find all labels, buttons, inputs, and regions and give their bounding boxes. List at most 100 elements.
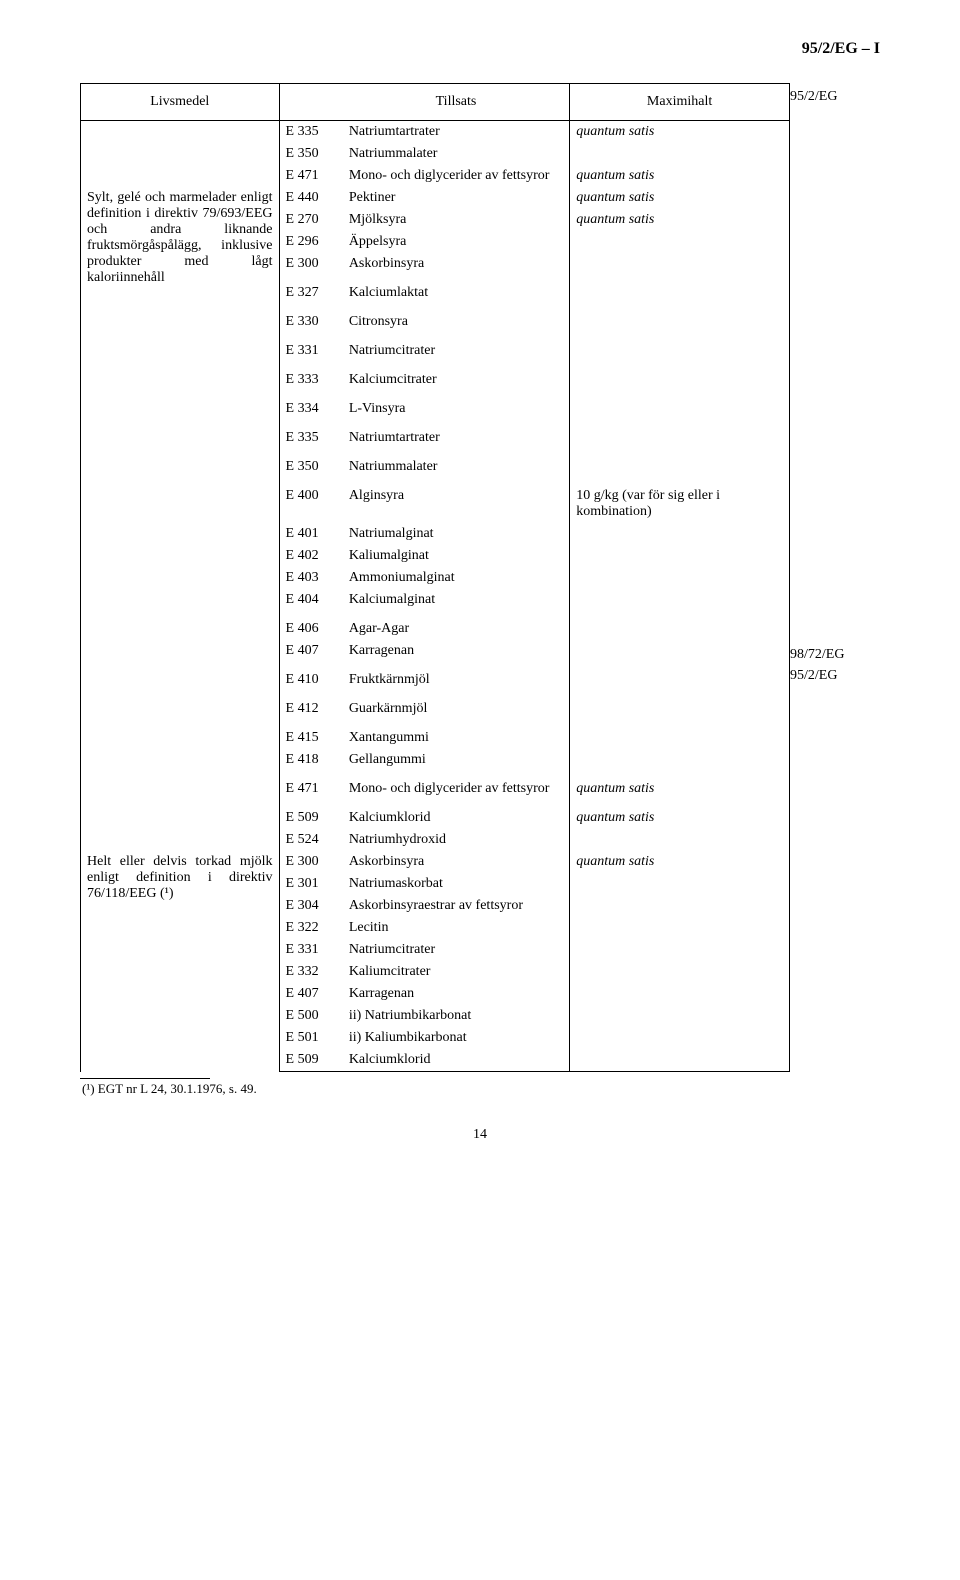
additive-name: Natriumhydroxid — [343, 829, 570, 851]
additive-code: E 415 — [279, 720, 343, 749]
additive-code: E 300 — [279, 851, 343, 873]
additive-max — [570, 275, 790, 304]
additive-name: Kalciumklorid — [343, 1049, 570, 1072]
additive-name: Karragenan — [343, 640, 570, 662]
additive-max: quantum satis — [570, 209, 790, 231]
additive-code: E 322 — [279, 917, 343, 939]
additive-name: Pektiner — [343, 187, 570, 209]
additive-max — [570, 420, 790, 449]
additive-code: E 402 — [279, 545, 343, 567]
additive-max — [570, 873, 790, 895]
additive-max — [570, 939, 790, 961]
additive-name: Natriumtartrater — [343, 121, 570, 144]
additive-name: Natriumalginat — [343, 523, 570, 545]
additive-name: Mono- och diglycerider av fettsyror — [343, 771, 570, 800]
additive-max — [570, 545, 790, 567]
additive-name: Mjölksyra — [343, 209, 570, 231]
footnote-separator — [80, 1078, 210, 1079]
additive-code: E 401 — [279, 523, 343, 545]
livsmedel-cell — [81, 800, 280, 851]
additive-code: E 406 — [279, 611, 343, 640]
additive-name: Natriumtartrater — [343, 420, 570, 449]
additive-code: E 331 — [279, 333, 343, 362]
additive-name: Natriummalater — [343, 143, 570, 165]
additive-max — [570, 917, 790, 939]
additive-max — [570, 1005, 790, 1027]
additive-max — [570, 611, 790, 640]
additive-code: E 334 — [279, 391, 343, 420]
col-header-tillsats: Tillsats — [343, 84, 570, 121]
additive-max — [570, 691, 790, 720]
additive-name: Karragenan — [343, 983, 570, 1005]
additive-code: E 404 — [279, 589, 343, 611]
livsmedel-cell: Sylt, gelé och marmelader enligt definit… — [81, 187, 280, 771]
additive-code: E 471 — [279, 771, 343, 800]
additive-name: Lecitin — [343, 917, 570, 939]
additive-max — [570, 449, 790, 478]
additive-code: E 471 — [279, 165, 343, 187]
col-header-livsmedel: Livsmedel — [81, 84, 280, 121]
additive-name: Mono- och diglycerider av fettsyror — [343, 165, 570, 187]
additive-code: E 407 — [279, 640, 343, 662]
additive-name: Ammoniumalginat — [343, 567, 570, 589]
additive-name: Kalciumalginat — [343, 589, 570, 611]
additive-code: E 270 — [279, 209, 343, 231]
additive-max — [570, 333, 790, 362]
col-header-tillsats-code — [279, 84, 343, 121]
additive-name: Guarkärnmjöl — [343, 691, 570, 720]
additive-name: Kalciumlaktat — [343, 275, 570, 304]
additive-name: Kaliumalginat — [343, 545, 570, 567]
additive-code: E 300 — [279, 253, 343, 275]
additive-max — [570, 253, 790, 275]
additive-name: Kaliumcitrater — [343, 961, 570, 983]
livsmedel-cell — [81, 121, 280, 188]
margin-ref-mid2: 95/2/EG — [790, 668, 837, 684]
additive-max — [570, 1049, 790, 1072]
additive-name: Natriumaskorbat — [343, 873, 570, 895]
additive-max: quantum satis — [570, 851, 790, 873]
additive-name: Fruktkärnmjöl — [343, 662, 570, 691]
additive-max — [570, 143, 790, 165]
additive-max — [570, 523, 790, 545]
page-header-right: 95/2/EG – I — [80, 40, 880, 58]
additive-name: Askorbinsyraestrar av fettsyror — [343, 895, 570, 917]
additive-code: E 501 — [279, 1027, 343, 1049]
additive-max — [570, 895, 790, 917]
additive-name: ii) Natriumbikarbonat — [343, 1005, 570, 1027]
additive-code: E 509 — [279, 1049, 343, 1072]
footnote-text: (¹) EGT nr L 24, 30.1.1976, s. 49. — [80, 1081, 790, 1097]
additive-max — [570, 1027, 790, 1049]
additive-code: E 418 — [279, 749, 343, 771]
additive-name: Natriumcitrater — [343, 939, 570, 961]
additive-code: E 440 — [279, 187, 343, 209]
additive-code: E 335 — [279, 121, 343, 144]
additive-code: E 330 — [279, 304, 343, 333]
additive-code: E 332 — [279, 961, 343, 983]
page-number: 14 — [80, 1127, 880, 1143]
additive-max — [570, 749, 790, 771]
additive-name: Askorbinsyra — [343, 851, 570, 873]
additive-max — [570, 304, 790, 333]
additive-name: Natriummalater — [343, 449, 570, 478]
additive-max: quantum satis — [570, 800, 790, 829]
additives-table: LivsmedelTillsatsMaximihaltE 335Natriumt… — [80, 83, 790, 1072]
additive-code: E 509 — [279, 800, 343, 829]
livsmedel-cell — [81, 771, 280, 800]
additive-max — [570, 662, 790, 691]
additive-name: Äppelsyra — [343, 231, 570, 253]
additive-max: quantum satis — [570, 771, 790, 800]
additive-max — [570, 589, 790, 611]
additive-max — [570, 391, 790, 420]
additive-name: Gellangummi — [343, 749, 570, 771]
additive-name: Agar-Agar — [343, 611, 570, 640]
additive-name: Citronsyra — [343, 304, 570, 333]
additive-code: E 412 — [279, 691, 343, 720]
additive-code: E 350 — [279, 143, 343, 165]
additive-name: Kalciumklorid — [343, 800, 570, 829]
additive-code: E 331 — [279, 939, 343, 961]
additive-code: E 500 — [279, 1005, 343, 1027]
additive-code: E 327 — [279, 275, 343, 304]
additive-max — [570, 829, 790, 851]
additive-name: Natriumcitrater — [343, 333, 570, 362]
additive-max — [570, 720, 790, 749]
